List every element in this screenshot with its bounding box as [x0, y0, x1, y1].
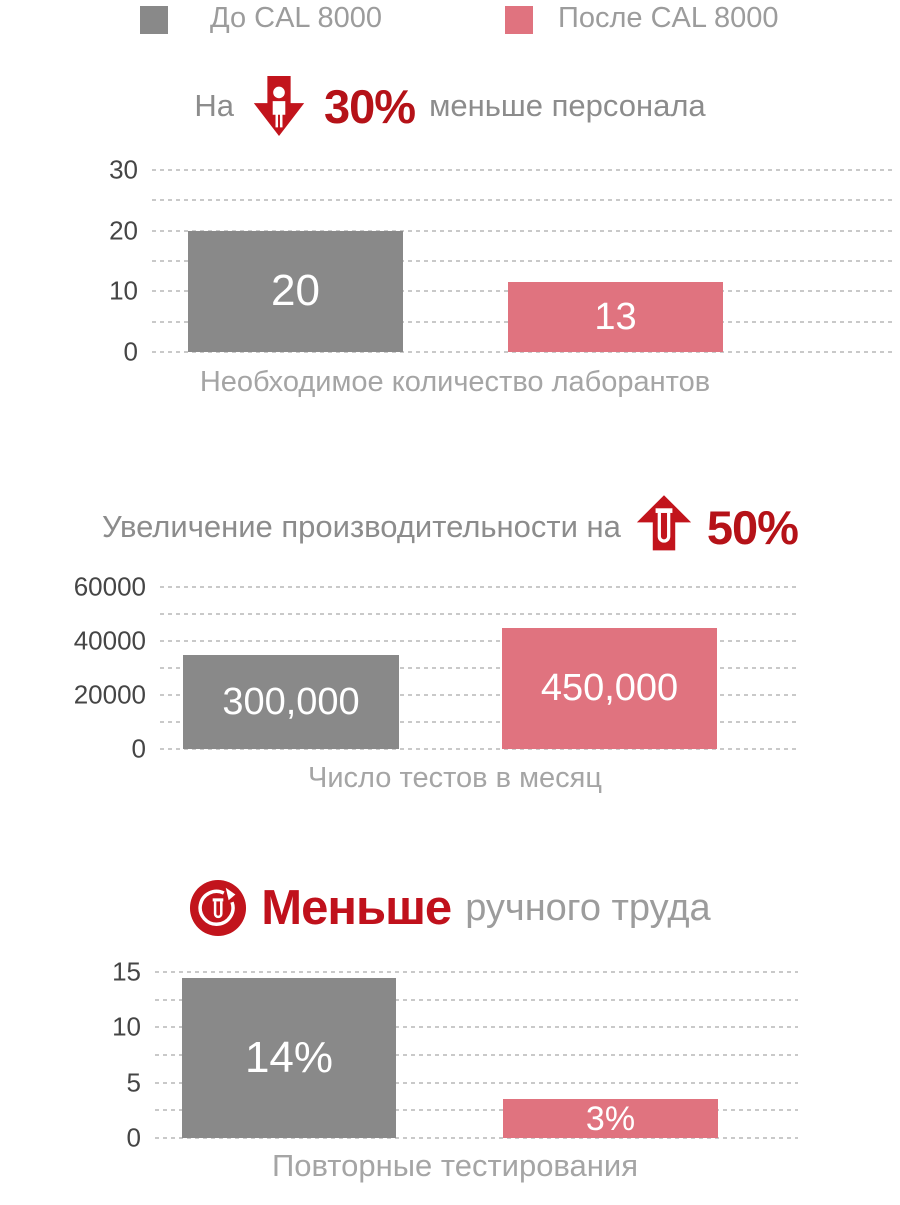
bar-value-label: 450,000	[540, 667, 679, 710]
section2-stat: 50%	[706, 500, 799, 554]
y-axis-tick-label: 30	[109, 154, 138, 185]
gridline	[155, 1137, 798, 1139]
gridline	[160, 694, 797, 696]
bar-value-label: 3%	[585, 1099, 636, 1138]
legend-swatch-before	[140, 6, 168, 34]
section2-title-prefix: Увеличение производительности на	[102, 509, 621, 544]
person-down-arrow-icon	[253, 75, 305, 137]
y-axis-tick-label: 20	[109, 215, 138, 246]
gridline	[155, 971, 798, 973]
chart-personnel: 0 10 20 30 20 13	[109, 155, 893, 367]
chart-throughput: 0 20000 40000 60000 300,000 450,000	[74, 572, 797, 764]
gridline	[155, 1109, 798, 1112]
bar-value-label: 300,000	[222, 680, 360, 723]
chart-manual-work-xlabel: Повторные тестирования	[271, 1148, 639, 1183]
gridline	[155, 1026, 798, 1029]
y-axis-tick-label: 60000	[73, 571, 146, 602]
gridline	[160, 667, 797, 669]
gridline	[160, 748, 797, 750]
y-axis-tick-label: 0	[131, 733, 146, 764]
bar-value-label: 20	[271, 266, 320, 316]
section1-title: На 30% меньше персонала	[0, 70, 900, 142]
legend: До CAL 8000 После CAL 8000	[0, 0, 900, 40]
chart-throughput-xlabel: Число тестов в месяц	[308, 762, 602, 794]
gridline	[152, 199, 893, 202]
bar-before-cal8000: 300,000	[183, 654, 399, 749]
y-axis-tick-label: 5	[126, 1067, 141, 1098]
y-axis-tick-label: 40000	[73, 625, 146, 656]
bar-after-cal8000: 13	[508, 282, 723, 352]
testtube-up-arrow-icon	[636, 495, 692, 551]
gridline	[155, 1054, 798, 1056]
repeat-testtube-icon	[190, 879, 247, 937]
gridline	[152, 229, 893, 232]
gridline	[152, 260, 893, 262]
y-axis-tick-label: 0	[126, 1122, 141, 1153]
section1-title-suffix: меньше персонала	[429, 88, 706, 123]
gridline	[160, 640, 797, 642]
bar-before-cal8000: 20	[188, 230, 403, 352]
section1-stat: 30%	[323, 79, 416, 133]
y-axis-tick-label: 10	[112, 1011, 141, 1042]
legend-label-after: После CAL 8000	[558, 2, 779, 34]
gridline	[155, 998, 798, 1001]
gridline	[160, 721, 797, 723]
gridline	[155, 1081, 798, 1084]
chart-personnel-xlabel: Необходимое количество лаборантов	[199, 366, 711, 398]
section2-title: Увеличение производительности на 50%	[0, 490, 900, 564]
bar-value-label: 14%	[244, 1032, 334, 1082]
y-axis-tick-label: 10	[109, 275, 138, 306]
gridline	[160, 586, 797, 588]
gridline	[160, 613, 797, 615]
y-axis-tick-label: 15	[112, 956, 141, 987]
section1-title-prefix: На	[194, 88, 234, 123]
chart-manual-work: 0 5 10 15 14% 3%	[112, 957, 798, 1153]
bar-after-cal8000: 3%	[503, 1099, 718, 1138]
bar-after-cal8000: 450,000	[502, 627, 717, 749]
section3-emphasis: Меньше	[261, 881, 452, 935]
section3-title-suffix: ручного труда	[465, 886, 711, 929]
y-axis-tick-label: 0	[123, 336, 138, 367]
bar-before-cal8000: 14%	[182, 977, 396, 1138]
section3-title: Меньше ручного труда	[0, 872, 900, 944]
legend-label-before: До CAL 8000	[210, 2, 383, 34]
legend-swatch-after	[505, 6, 533, 34]
gridline	[152, 351, 893, 353]
bar-value-label: 13	[594, 296, 637, 339]
y-axis-tick-label: 20000	[73, 679, 146, 710]
gridline	[152, 169, 893, 171]
